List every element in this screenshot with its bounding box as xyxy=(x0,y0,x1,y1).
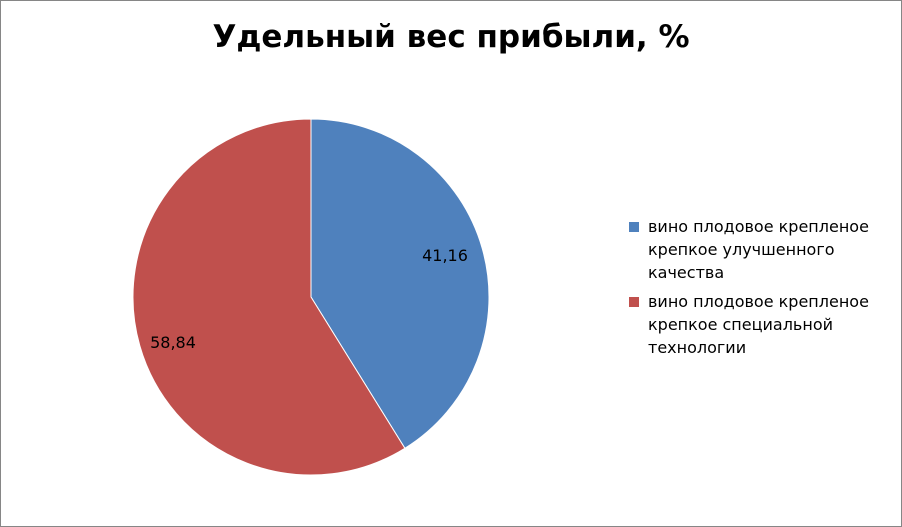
legend: вино плодовое крепленое крепкое улучшенн… xyxy=(629,215,891,365)
pie-slice-special-technology xyxy=(132,118,406,476)
legend-label-special-technology: вино плодовое крепленое крепкое специаль… xyxy=(648,292,869,357)
legend-item-special-technology: вино плодовое крепленое крепкое специаль… xyxy=(629,290,891,359)
pie-slice-improved-quality xyxy=(310,118,490,449)
data-label-improved-quality: 41,16 xyxy=(422,246,468,265)
legend-swatch-special-technology xyxy=(629,297,639,307)
data-label-special-technology: 58,84 xyxy=(150,333,196,352)
legend-item-improved-quality: вино плодовое крепленое крепкое улучшенн… xyxy=(629,215,891,284)
chart-title: Удельный вес прибыли, % xyxy=(212,19,690,55)
legend-swatch-improved-quality xyxy=(629,222,639,232)
legend-label-improved-quality: вино плодовое крепленое крепкое улучшенн… xyxy=(648,217,869,282)
